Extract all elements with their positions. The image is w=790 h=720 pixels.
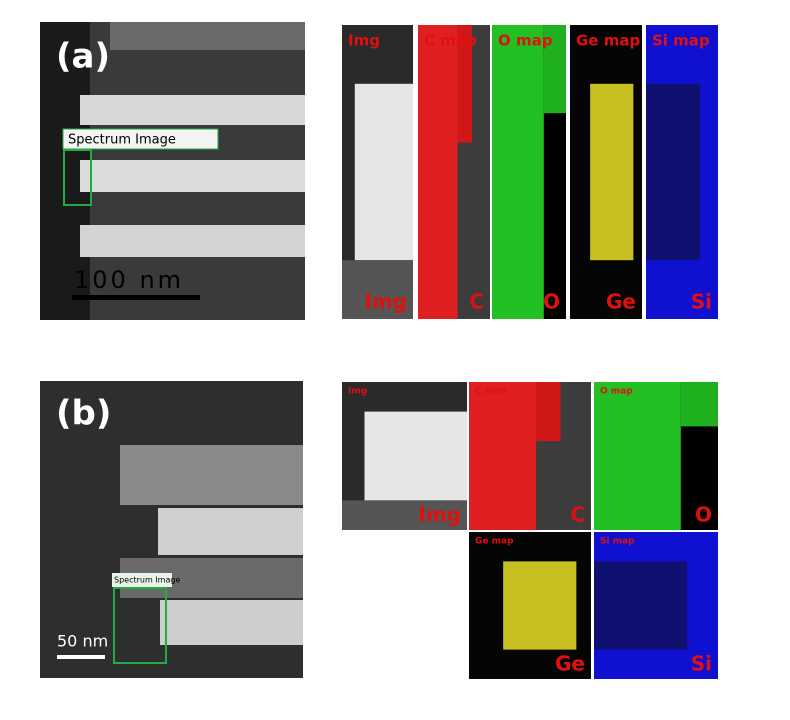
map-title: Img xyxy=(348,387,367,397)
panel-label: (b) xyxy=(56,394,111,434)
map-region xyxy=(503,561,577,650)
map-region xyxy=(543,25,566,114)
map-region xyxy=(457,25,472,143)
map-tile: Si map Si xyxy=(594,532,718,679)
map-tile: Si map Si xyxy=(646,25,718,319)
map-region xyxy=(342,500,467,530)
map-element: Img xyxy=(418,503,461,527)
map-region xyxy=(469,382,537,530)
map-region xyxy=(364,411,467,501)
box-label: Spectrum Image xyxy=(68,133,176,148)
map-tile: O map O xyxy=(492,25,566,319)
map-region xyxy=(646,83,700,261)
map-element: C xyxy=(570,503,585,527)
tem-a: Spectrum Image (a) 100 nm xyxy=(40,22,305,320)
map-tile: Img Img xyxy=(342,25,413,319)
map-tile: Ge map Ge xyxy=(469,532,591,679)
map-element: Si xyxy=(691,290,712,314)
map-element: C xyxy=(469,290,484,314)
map-title: Si map xyxy=(600,537,635,547)
box-label: Spectrum Image xyxy=(114,576,180,585)
map-element: O xyxy=(543,290,560,314)
map-region xyxy=(590,83,634,261)
tem-b: Spectrum Image (b) 50 nm xyxy=(40,381,303,678)
map-element: Si xyxy=(691,652,712,676)
map-element: Ge xyxy=(555,652,585,676)
map-region xyxy=(536,382,561,442)
scale-bar-label: 50 nm xyxy=(57,632,108,651)
map-tile: C map C xyxy=(469,382,591,530)
map-title: Ge map xyxy=(475,537,514,547)
map-element: O xyxy=(695,503,712,527)
map-tile: C map C xyxy=(418,25,490,319)
map-tile: Ge map Ge xyxy=(570,25,642,319)
map-tile: Img Img xyxy=(342,382,467,530)
map-element: Ge xyxy=(606,290,636,314)
map-region xyxy=(354,83,413,261)
map-title: C map xyxy=(475,387,507,397)
map-region xyxy=(594,561,687,650)
map-region xyxy=(594,382,681,530)
map-title: O map xyxy=(498,32,553,50)
scale-bar-label: 100 nm xyxy=(74,266,184,294)
map-title: C map xyxy=(424,32,477,50)
map-region xyxy=(680,382,718,427)
map-title: Img xyxy=(348,32,380,50)
map-title: Ge map xyxy=(576,32,640,50)
map-region xyxy=(342,260,413,319)
map-title: Si map xyxy=(652,32,710,50)
panel-label: (a) xyxy=(56,37,110,77)
map-region xyxy=(492,25,544,319)
map-region xyxy=(418,25,458,319)
map-title: O map xyxy=(600,387,633,397)
map-tile: O map O xyxy=(594,382,718,530)
map-element: Img xyxy=(364,290,407,314)
